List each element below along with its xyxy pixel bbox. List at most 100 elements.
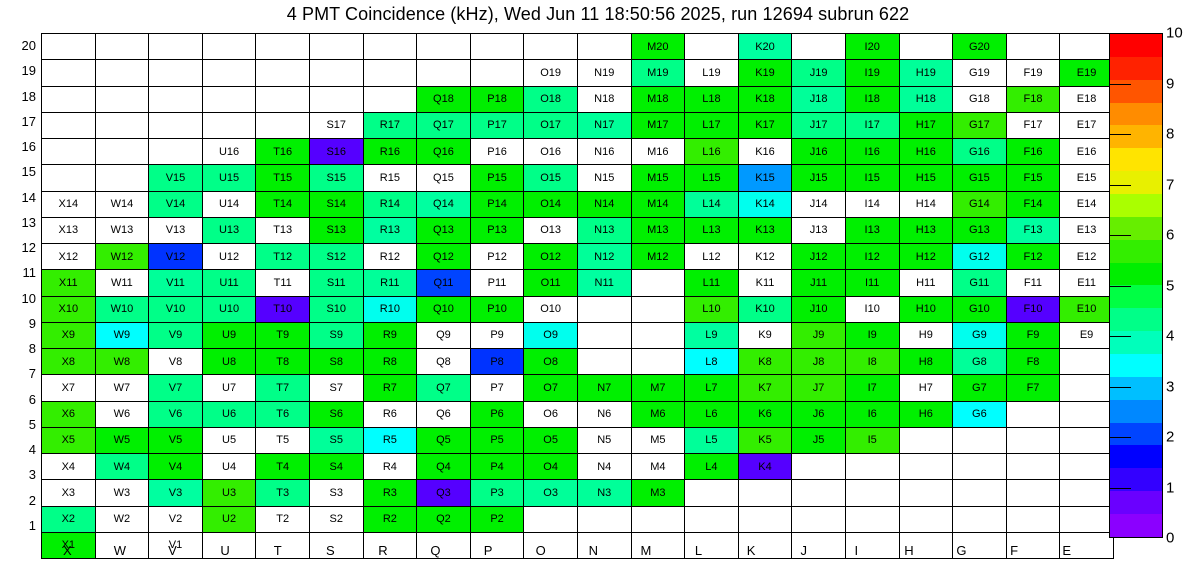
heatmap-cell-K6: K6	[737, 400, 793, 428]
heatmap-row: X8 W8 V8 U8 T8 S8 R8 Q8 P8 O8 L8 K8 J8 I8 H8 G8 F8	[41, 347, 1114, 376]
heatmap-cell-N11: N11	[576, 269, 632, 297]
heatmap-cell-T6: T6	[255, 400, 310, 428]
heatmap-cell-F18: F18	[1005, 85, 1061, 113]
heatmap-cell-W4: W4	[94, 452, 150, 481]
heatmap-cell-J10: J10	[791, 295, 846, 323]
heatmap-cell-O19: O19	[523, 59, 578, 87]
heatmap-row: X13 W13 V13 U13 T13 S13 R13 Q13 P13 O13 N13 M13 L13 K…	[41, 216, 1114, 245]
colorbar-segment	[1110, 285, 1162, 309]
heatmap-cell-T3: T3	[255, 479, 310, 507]
heatmap-cell-K11: K11	[737, 269, 793, 297]
heatmap-cell-P14: P14	[469, 190, 525, 218]
heatmap-cell-H6: H6	[898, 400, 954, 428]
heatmap-cell-R4: R4	[362, 452, 418, 481]
heatmap-row: X6 W6 V6 U6 T6 S6 R6 Q6 P6 O6 N6 M6 L6 K6 J6 I6 H6 G6	[41, 400, 1114, 428]
colorbar-segment	[1110, 422, 1162, 446]
heatmap-cell-S11: S11	[308, 269, 364, 297]
heatmap-cell-E18: E18	[1059, 85, 1114, 113]
heatmap-cell-empty	[952, 505, 1007, 533]
heatmap-cell-U10: U10	[201, 295, 257, 323]
heatmap-row: X5 W5 V5 U5 T5 S5 R5 Q5 P5 O5 N5 M5 L5 K5 J5 I5	[41, 426, 1114, 455]
heatmap-cell-empty	[952, 426, 1007, 455]
heatmap-cell-M15: M15	[630, 164, 686, 192]
heatmap-cell-E17: E17	[1059, 111, 1114, 140]
heatmap-cell-Q9: Q9	[416, 321, 471, 350]
heatmap-cell-empty	[1005, 531, 1061, 560]
x-tick-J: J	[800, 543, 807, 558]
heatmap-cell-W12: W12	[94, 242, 150, 271]
heatmap-cell-S17: S17	[308, 111, 364, 140]
heatmap-cell-N17: N17	[576, 111, 632, 140]
heatmap-cell-V2: V2	[148, 505, 203, 533]
heatmap-cell-J5: J5	[791, 426, 846, 455]
colorbar-segment	[1110, 239, 1162, 263]
x-tick-L: L	[694, 543, 703, 558]
colorbar-label-3: 3	[1166, 378, 1175, 395]
heatmap-cell-F19: F19	[1005, 59, 1061, 87]
heatmap-cell-E19: E19	[1059, 59, 1114, 87]
heatmap-cell-G15: G15	[952, 164, 1007, 192]
heatmap-cell-empty	[308, 59, 364, 87]
heatmap-cell-S14: S14	[308, 190, 364, 218]
heatmap-cell-W14: W14	[94, 190, 150, 218]
heatmap-row: X14 W14 V14 U14 T14 S14 R14 Q14 P14 O14 N14 M14 L14 K…	[41, 190, 1114, 218]
heatmap-cell-N19: N19	[576, 59, 632, 87]
heatmap-cell-O6: O6	[523, 400, 578, 428]
heatmap-cell-N5: N5	[576, 426, 632, 455]
heatmap-cell-H18: H18	[898, 85, 954, 113]
heatmap-cell-empty	[469, 531, 525, 560]
heatmap-cell-X4: X4	[41, 452, 96, 481]
heatmap-cell-I18: I18	[844, 85, 900, 113]
y-tick-3: 3	[28, 467, 36, 483]
heatmap-cell-F11: F11	[1005, 269, 1061, 297]
heatmap-cell-J16: J16	[791, 137, 846, 166]
heatmap-cell-H14: H14	[898, 190, 954, 218]
heatmap-cell-X8: X8	[41, 347, 96, 376]
heatmap-cell-F13: F13	[1005, 216, 1061, 245]
heatmap-cell-empty	[630, 269, 686, 297]
heatmap-cell-L13: L13	[684, 216, 739, 245]
y-tick-8: 8	[28, 341, 36, 356]
y-tick-20: 20	[21, 38, 36, 53]
heatmap-cell-G20: G20	[952, 32, 1007, 61]
heatmap-cell-empty	[1059, 505, 1114, 533]
heatmap-cell-N4: N4	[576, 452, 632, 481]
heatmap-cell-L7: L7	[684, 374, 739, 402]
heatmap-cell-M6: M6	[630, 400, 686, 428]
heatmap-cell-empty	[255, 59, 310, 87]
x-tick-X: X	[62, 543, 72, 558]
heatmap-cell-P4: P4	[469, 452, 525, 481]
heatmap-cell-P7: P7	[469, 374, 525, 402]
heatmap-cell-M16: M16	[630, 137, 686, 166]
x-tick-R: R	[378, 543, 388, 558]
heatmap-cell-K15: K15	[737, 164, 793, 192]
colorbar-segment	[1110, 399, 1162, 423]
heatmap-cell-N6: N6	[576, 400, 632, 428]
heatmap-cell-empty	[94, 164, 150, 192]
heatmap-cell-empty	[1005, 505, 1061, 533]
x-tick-F: F	[1010, 543, 1019, 558]
y-tick-5: 5	[28, 416, 36, 432]
heatmap-cell-F8: F8	[1005, 347, 1061, 376]
heatmap-cell-Q16: Q16	[416, 137, 471, 166]
heatmap-cell-S3: S3	[308, 479, 364, 507]
heatmap-cell-T5: T5	[255, 426, 310, 455]
heatmap-cell-I15: I15	[844, 164, 900, 192]
heatmap-cell-empty	[684, 505, 739, 533]
heatmap-cell-T2: T2	[255, 505, 310, 533]
heatmap-cell-empty	[898, 452, 954, 481]
heatmap-cell-E16: E16	[1059, 137, 1114, 166]
heatmap-cell-S2: S2	[308, 505, 364, 533]
heatmap-cell-J6: J6	[791, 400, 846, 428]
heatmap-cell-empty	[416, 32, 471, 61]
heatmap-cell-Q18: Q18	[416, 85, 471, 113]
heatmap-cell-Q13: Q13	[416, 216, 471, 245]
heatmap-cell-H12: H12	[898, 242, 954, 271]
heatmap-cell-X13: X13	[41, 216, 96, 245]
heatmap-cell-empty	[684, 32, 739, 61]
heatmap-cell-V14: V14	[148, 190, 203, 218]
heatmap-row: X11 W11 V11 U11 T11 S11 R11 Q11 P11 O11 N11 L11 K11 J…	[41, 269, 1114, 297]
heatmap-cell-P5: P5	[469, 426, 525, 455]
heatmap-cell-K9: K9	[737, 321, 793, 350]
heatmap-cell-J17: J17	[791, 111, 846, 140]
